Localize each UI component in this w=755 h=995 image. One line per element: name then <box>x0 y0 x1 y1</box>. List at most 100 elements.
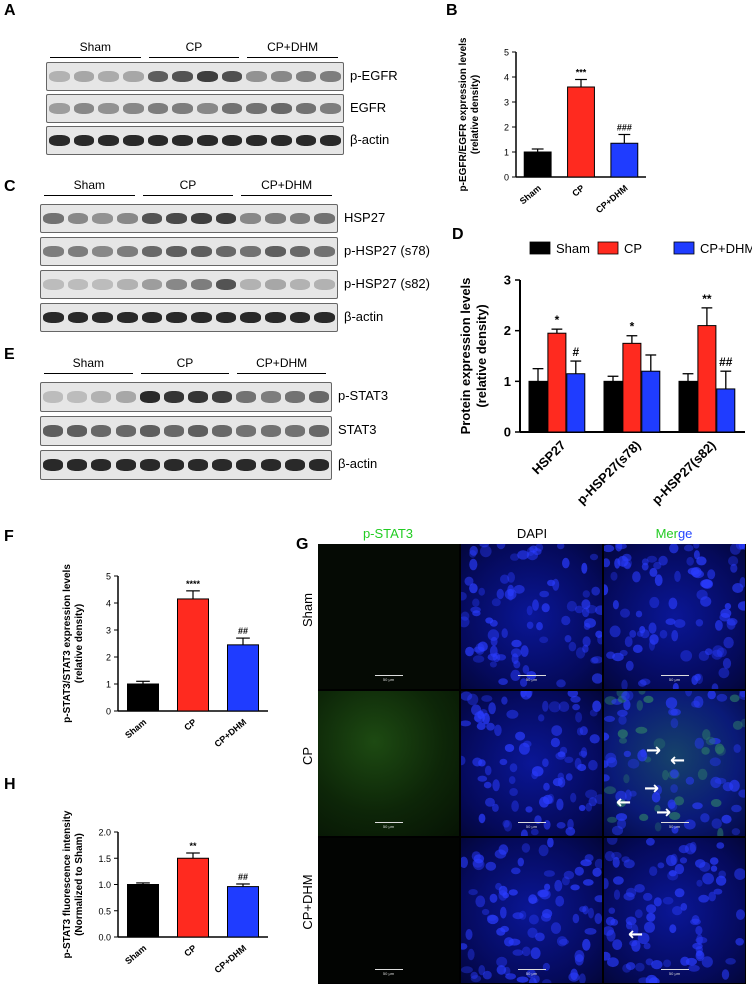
blot-strip <box>40 237 338 266</box>
nucleus <box>705 648 713 656</box>
merge-header-part-2: ge <box>677 526 693 541</box>
nucleus <box>711 818 722 829</box>
group-bracket-line <box>237 373 326 374</box>
nucleus <box>501 696 508 705</box>
nucleus <box>721 969 730 980</box>
nucleus <box>479 709 488 717</box>
nucleus <box>592 867 602 877</box>
y-axis-label: p-EGFR/EGFR expression levels <box>458 37 469 191</box>
blot-band <box>166 213 187 225</box>
blot-band <box>284 459 305 472</box>
x-tick-label: CP <box>570 183 586 199</box>
nucleus <box>588 759 598 771</box>
blot-band <box>191 213 212 225</box>
nucleus <box>702 873 714 885</box>
nucleus <box>527 927 538 938</box>
blot-band <box>92 213 113 225</box>
nucleus <box>511 653 519 665</box>
group-label-cp-dhm: CP+DHM <box>256 356 308 370</box>
nucleus <box>461 856 468 868</box>
nucleus <box>653 897 662 907</box>
nucleus <box>495 882 502 891</box>
blot-band <box>67 459 88 472</box>
blot-band <box>163 425 184 438</box>
y-tick-label: 5 <box>106 572 111 582</box>
nucleus <box>575 712 583 723</box>
nucleus <box>646 904 657 914</box>
western-blot-c: Sham CP CP+DHM HSP27 p-HSP27 (s78) p-HSP27 (s… <box>40 178 430 333</box>
nucleus <box>729 694 740 703</box>
nucleus <box>487 629 500 641</box>
nucleus <box>657 862 665 869</box>
nucleus <box>547 838 554 848</box>
nucleus <box>572 703 580 711</box>
y-axis-label-sub: (Normalized to Sham) <box>74 833 85 936</box>
nucleus <box>738 544 745 550</box>
scale-bar <box>374 675 403 676</box>
blot-band <box>240 246 261 258</box>
blot-band <box>91 425 112 438</box>
nucleus <box>716 693 728 702</box>
scale-bar <box>374 822 403 823</box>
nucleus <box>543 870 555 877</box>
significance-marker: ## <box>238 872 248 882</box>
blot-band <box>73 71 95 83</box>
blot-band <box>98 71 119 83</box>
channel-header-dapi: DAPI <box>516 526 548 541</box>
nucleus <box>621 691 630 701</box>
nucleus <box>666 854 677 867</box>
blot-band <box>221 103 243 115</box>
y-tick-label: 2 <box>504 123 509 133</box>
nucleus <box>685 776 695 785</box>
blot-band <box>271 103 292 115</box>
nucleus <box>481 695 493 702</box>
blot-band <box>284 425 305 438</box>
nucleus <box>623 774 630 784</box>
nucleus <box>530 828 539 836</box>
nucleus <box>700 579 713 589</box>
nucleus <box>581 562 588 574</box>
blot-band <box>308 391 329 404</box>
group-label-cp: CP <box>185 40 203 54</box>
nucleus <box>695 950 703 957</box>
blot-band <box>141 213 163 225</box>
bar-chart-h: 0.0 0.5 1.0 1.5 2.0 p-STAT3 fluorescence inte… <box>62 810 268 975</box>
nucleus <box>500 925 509 933</box>
y-tick-label: 0.0 <box>98 933 111 943</box>
nucleus <box>711 649 723 660</box>
nucleus <box>653 561 662 570</box>
y-tick-label: 4 <box>106 599 111 609</box>
nucleus <box>574 950 585 962</box>
nucleus <box>464 576 474 586</box>
nucleus <box>520 691 527 698</box>
nucleus <box>700 813 710 823</box>
nucleus <box>715 620 723 631</box>
nucleus <box>574 605 584 614</box>
nucleus <box>641 562 649 571</box>
nucleus <box>541 603 550 613</box>
nucleus <box>700 596 712 607</box>
nucleus <box>579 726 588 736</box>
group-label-cp: CP <box>179 178 197 192</box>
nucleus <box>604 558 611 568</box>
x-tick-label: Sham <box>123 717 148 740</box>
nucleus <box>634 884 645 893</box>
nucleus <box>710 865 718 872</box>
nucleus <box>530 947 541 960</box>
nucleus <box>639 626 646 634</box>
nucleus <box>674 888 685 898</box>
nucleus <box>500 574 510 584</box>
nucleus <box>691 675 698 686</box>
arrow-icon: → <box>646 740 662 761</box>
nucleus <box>579 906 587 913</box>
blot-band <box>215 246 237 258</box>
blot-band <box>212 391 233 404</box>
blot-band <box>191 312 212 324</box>
nucleus <box>627 758 640 769</box>
nucleus <box>526 621 534 629</box>
nucleus <box>725 958 736 965</box>
nucleus <box>511 639 522 648</box>
western-blot-e: Sham CP CP+DHM p-STAT3 STAT3 β-actin <box>40 356 388 483</box>
nucleus <box>469 545 478 556</box>
blot-row-label: p-HSP27 (s78) <box>344 242 430 258</box>
